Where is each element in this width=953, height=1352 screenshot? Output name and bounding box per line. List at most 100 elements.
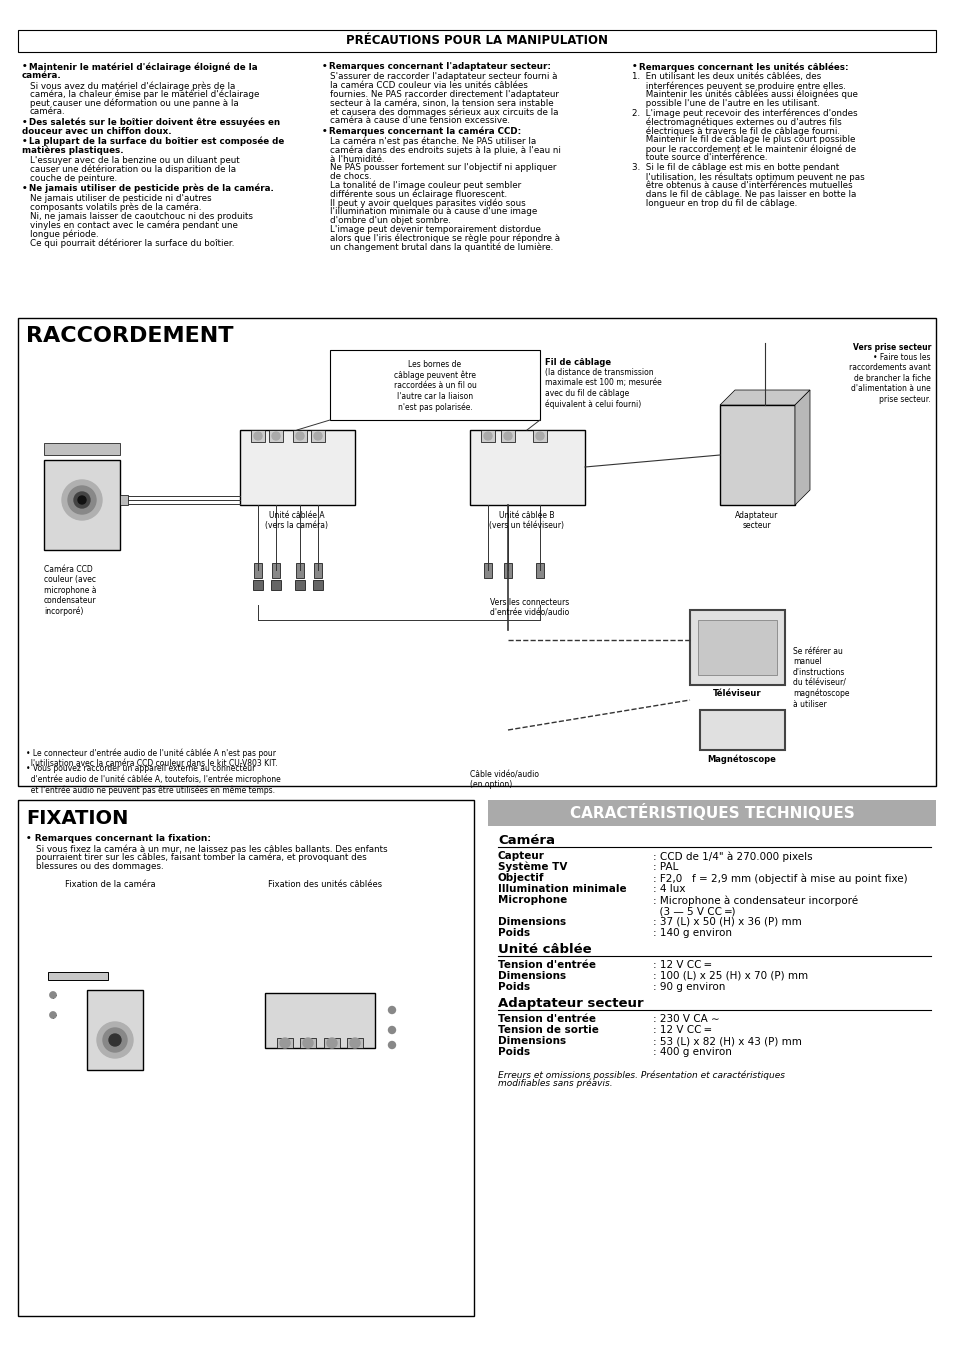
Bar <box>240 430 355 506</box>
Text: douceur avec un chiffon doux.: douceur avec un chiffon doux. <box>22 127 172 135</box>
Circle shape <box>50 1011 56 1018</box>
Polygon shape <box>794 389 809 506</box>
Circle shape <box>536 433 543 439</box>
Text: (3 — 5 V CC ═): (3 — 5 V CC ═) <box>652 906 735 917</box>
Text: Remarques concernant les unités câblées:: Remarques concernant les unités câblées: <box>639 62 848 72</box>
Circle shape <box>103 1028 127 1052</box>
Text: caméra.: caméra. <box>30 108 66 116</box>
Bar <box>720 406 794 506</box>
Text: Microphone: Microphone <box>497 895 567 904</box>
Text: Vers les connecteurs
d'entrée vidéo/audio: Vers les connecteurs d'entrée vidéo/audi… <box>490 598 569 618</box>
Text: Ni, ne jamais laisser de caoutchouc ni des produits: Ni, ne jamais laisser de caoutchouc ni d… <box>30 212 253 220</box>
Text: • Remarques concernant la fixation:: • Remarques concernant la fixation: <box>26 834 211 844</box>
Text: FIXATION: FIXATION <box>26 808 129 827</box>
Text: •: • <box>22 62 28 72</box>
Text: Dimensions: Dimensions <box>497 917 565 927</box>
Text: (la distance de transmission
maximale est 100 m; mesurée
avec du fil de câblage
: (la distance de transmission maximale es… <box>544 368 661 408</box>
Text: Câble vidéo/audio
(en option): Câble vidéo/audio (en option) <box>470 771 538 790</box>
Text: de chocs.: de chocs. <box>330 172 372 181</box>
Bar <box>48 972 108 980</box>
Text: Se référer au
manuel
d'instructions
du téléviseur/
magnétoscope
à utiliser: Se référer au manuel d'instructions du t… <box>792 648 848 708</box>
Text: Ce qui pourrait détériorer la surface du boîtier.: Ce qui pourrait détériorer la surface du… <box>30 238 234 247</box>
Text: caméra.: caméra. <box>22 70 62 80</box>
Circle shape <box>350 1038 359 1048</box>
Text: possible l'une de l'autre en les utilisant.: possible l'une de l'autre en les utilisa… <box>631 99 819 108</box>
Text: • Faire tous les
raccordements avant
de brancher la fiche
d'alimentation à une
p: • Faire tous les raccordements avant de … <box>848 353 930 404</box>
Text: Remarques concernant l'adaptateur secteur:: Remarques concernant l'adaptateur secteu… <box>329 62 551 72</box>
Text: : PAL: : PAL <box>652 863 678 872</box>
Bar <box>293 430 307 442</box>
Bar <box>269 430 283 442</box>
Bar <box>294 580 305 589</box>
Bar <box>18 318 935 786</box>
Text: Maintenir les unités câblées aussi éloignées que: Maintenir les unités câblées aussi éloig… <box>631 89 857 100</box>
Circle shape <box>303 1038 313 1048</box>
Text: Ne jamais utiliser de pesticide près de la caméra.: Ne jamais utiliser de pesticide près de … <box>29 184 274 193</box>
Bar <box>347 1038 363 1048</box>
Text: : 90 g environ: : 90 g environ <box>652 982 724 992</box>
Text: Fixation de la caméra: Fixation de la caméra <box>65 880 155 890</box>
Text: : Microphone à condensateur incorporé: : Microphone à condensateur incorporé <box>652 895 858 906</box>
Text: Des saletés sur le boîtier doivent être essuyées en: Des saletés sur le boîtier doivent être … <box>29 118 280 127</box>
Circle shape <box>97 1022 132 1059</box>
Text: • Vous pouvez raccorder un appareil externe au connecteur
  d'entrée audio de l': • Vous pouvez raccorder un appareil exte… <box>26 764 280 795</box>
Text: et causera des dommages sérieux aux circuits de la: et causera des dommages sérieux aux circ… <box>330 108 558 118</box>
Text: l'utilisation, les résultats optimum peuvent ne pas: l'utilisation, les résultats optimum peu… <box>631 172 863 181</box>
Bar <box>330 350 539 420</box>
Text: CARACTÉRISTIQUES TECHNIQUES: CARACTÉRISTIQUES TECHNIQUES <box>569 804 854 822</box>
Circle shape <box>78 496 86 504</box>
Bar <box>276 1038 293 1048</box>
Text: un changement brutal dans la quantité de lumière.: un changement brutal dans la quantité de… <box>330 242 553 251</box>
Circle shape <box>253 433 262 439</box>
Text: fournies. Ne PAS raccorder directement l'adaptateur: fournies. Ne PAS raccorder directement l… <box>330 89 558 99</box>
Text: Si vous fixez la caméra à un mur, ne laissez pas les câbles ballants. Des enfant: Si vous fixez la caméra à un mur, ne lai… <box>36 844 387 853</box>
Bar <box>272 562 280 579</box>
Text: secteur à la caméra, sinon, la tension sera instable: secteur à la caméra, sinon, la tension s… <box>330 99 553 108</box>
Text: Les bornes de
câblage peuvent être
raccordées à un fil ou
l'autre car la liaison: Les bornes de câblage peuvent être racco… <box>394 360 476 412</box>
Circle shape <box>327 1038 336 1048</box>
Text: Poids: Poids <box>497 982 530 992</box>
Text: Capteur: Capteur <box>497 850 544 861</box>
Bar <box>488 800 935 826</box>
Circle shape <box>314 433 322 439</box>
Text: La caméra n'est pas étanche. Ne PAS utiliser la: La caméra n'est pas étanche. Ne PAS util… <box>330 137 536 146</box>
Text: Dimensions: Dimensions <box>497 971 565 982</box>
Text: la caméra CCD couleur via les unités câblées: la caméra CCD couleur via les unités câb… <box>330 81 527 91</box>
Text: La tonalité de l'image couleur peut sembler: La tonalité de l'image couleur peut semb… <box>330 181 520 191</box>
Circle shape <box>280 1038 290 1048</box>
Text: différente sous un éclairage fluorescent.: différente sous un éclairage fluorescent… <box>330 189 507 199</box>
Text: Téléviseur: Téléviseur <box>712 690 760 698</box>
Circle shape <box>50 991 56 999</box>
Bar <box>18 800 474 1315</box>
Text: • Le connecteur d'entrée audio de l'unité câblée A n'est pas pour
  l'utilisatio: • Le connecteur d'entrée audio de l'unit… <box>26 748 277 768</box>
Text: Magnétoscope: Magnétoscope <box>707 754 776 764</box>
Bar <box>324 1038 339 1048</box>
Bar <box>314 562 322 579</box>
Text: Illumination minimale: Illumination minimale <box>497 884 626 894</box>
Text: La plupart de la surface du boîtier est composée de: La plupart de la surface du boîtier est … <box>29 137 284 146</box>
Text: Poids: Poids <box>497 927 530 938</box>
Bar <box>18 30 935 51</box>
Text: Tension d'entrée: Tension d'entrée <box>497 1014 596 1023</box>
Bar <box>265 992 375 1048</box>
Text: caméra, la chaleur émise par le matériel d'éclairage: caméra, la chaleur émise par le matériel… <box>30 89 259 100</box>
Text: L'essuyer avec de la benzine ou un diluant peut: L'essuyer avec de la benzine ou un dilua… <box>30 155 239 165</box>
Text: pour le raccordement et le maintenir éloigné de: pour le raccordement et le maintenir élo… <box>631 145 855 154</box>
Text: longueur en trop du fil de câblage.: longueur en trop du fil de câblage. <box>631 199 797 207</box>
Text: : 12 V CC ═: : 12 V CC ═ <box>652 1025 710 1036</box>
Bar <box>253 580 263 589</box>
Text: l'illumination minimale ou à cause d'une image: l'illumination minimale ou à cause d'une… <box>330 207 537 216</box>
Text: caméra dans des endroits sujets à la pluie, à l'eau ni: caméra dans des endroits sujets à la plu… <box>330 146 560 155</box>
Bar <box>698 621 776 675</box>
Text: Unité câblée A
(vers la caméra): Unité câblée A (vers la caméra) <box>265 511 328 530</box>
Text: •: • <box>22 184 28 193</box>
Text: : 140 g environ: : 140 g environ <box>652 927 731 938</box>
Bar <box>44 443 120 456</box>
Text: Tension d'entrée: Tension d'entrée <box>497 960 596 969</box>
Text: Vers prise secteur: Vers prise secteur <box>852 343 930 352</box>
Bar <box>470 430 584 506</box>
Bar <box>251 430 265 442</box>
Text: •: • <box>631 62 637 72</box>
Text: Unité câblée B
(vers un téléviseur): Unité câblée B (vers un téléviseur) <box>489 511 564 530</box>
Text: modifiables sans préavis.: modifiables sans préavis. <box>497 1079 612 1088</box>
